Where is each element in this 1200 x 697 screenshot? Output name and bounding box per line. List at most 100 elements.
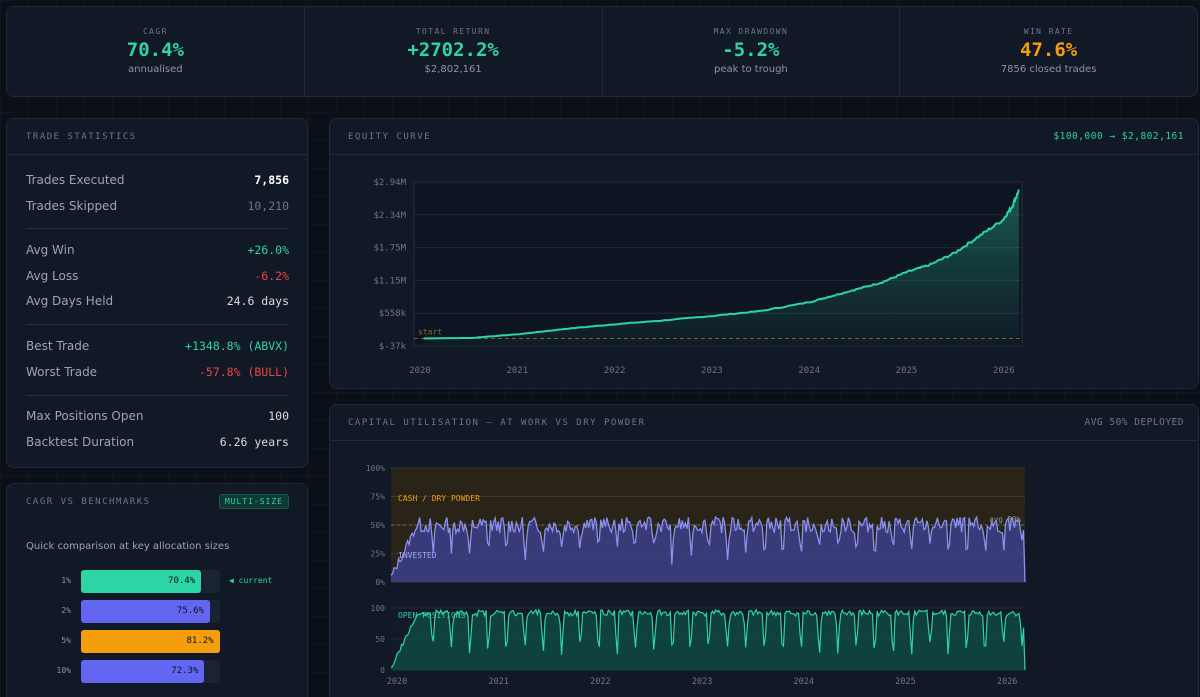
stat-trades-skipped: Trades Skipped 10,210 [26, 199, 289, 213]
kpi-label: CAGR [142, 27, 168, 36]
kpi-strip: CAGR 70.4% annualised TOTAL RETURN +2702… [6, 6, 1198, 97]
panel-title: CAGR VS BENCHMARKS [26, 497, 151, 507]
kpi-sub: peak to trough [713, 64, 788, 75]
kpi-total-return: TOTAL RETURN +2702.2% $2,802,161 [305, 7, 603, 96]
x-tick-label: 2025 [895, 677, 915, 687]
equity-line [423, 189, 1020, 340]
stat-value: 7,856 [254, 173, 289, 187]
y-tick-label: 50 [375, 635, 385, 644]
stat-value: -6.2% [254, 269, 289, 283]
benchmark-label: 10% [56, 666, 71, 675]
benchmark-value: 70.4% [168, 576, 196, 586]
benchmark-row: 5% 81.2% [45, 630, 285, 653]
x-tick-label: 2025 [896, 366, 918, 376]
benchmark-row: 2% 75.6% [45, 600, 285, 623]
invested-label: INVESTED [398, 551, 437, 560]
kpi-sub: $2,802,161 [424, 64, 482, 75]
benchmark-value: 81.2% [186, 636, 214, 646]
divider [26, 228, 289, 229]
stat-value: 10,210 [247, 199, 289, 213]
benchmark-label: 1% [61, 576, 71, 585]
invested-area [391, 517, 1025, 582]
benchmark-bar: 70.4% [81, 570, 202, 593]
stat-value: 100 [268, 409, 289, 423]
y-tick-label: $558k [379, 309, 407, 319]
y-tick-label: $1.75M [373, 244, 406, 254]
multi-size-badge[interactable]: MULTI-SIZE [218, 494, 289, 509]
trade-statistics-panel: TRADE STATISTICS Trades Executed 7,856 T… [6, 118, 308, 468]
x-tick-label: 2024 [798, 366, 820, 376]
stat-value: +26.0% [247, 243, 289, 257]
kpi-sub: 7856 closed trades [1000, 64, 1097, 75]
equity-range-label: $100,000 → $2,802,161 [1053, 131, 1184, 142]
panel-title: TRADE STATISTICS [26, 132, 137, 142]
divider [330, 440, 1198, 441]
cash-label: CASH / DRY POWDER [398, 494, 480, 503]
benchmark-track: 70.4% [81, 570, 220, 593]
kpi-win-rate: WIN RATE 47.6% 7856 closed trades [900, 7, 1197, 96]
stat-label: Backtest Duration [26, 435, 135, 449]
benchmark-label: 2% [61, 606, 71, 615]
y-tick-label: $2.34M [373, 211, 406, 221]
stat-backtest-duration: Backtest Duration 6.26 years [26, 435, 289, 449]
positions-area [391, 609, 1025, 670]
avg-deployed-label: AVG 50% DEPLOYED [1084, 417, 1184, 428]
kpi-label: TOTAL RETURN [415, 27, 491, 36]
panel-title: CAPITAL UTILISATION — AT WORK VS DRY POW… [348, 418, 646, 428]
avg-line-label: avg 50% [989, 515, 1021, 524]
y-tick-label: $1.15M [373, 276, 406, 286]
x-tick-label: 2026 [997, 677, 1017, 687]
kpi-cagr: CAGR 70.4% annualised [7, 7, 305, 96]
stat-avg-win: Avg Win +26.0% [26, 243, 289, 257]
x-tick-label: 2026 [993, 366, 1015, 376]
stat-best-trade: Best Trade +1348.8% (ABVX) [26, 339, 289, 353]
benchmark-track: 72.3% [81, 660, 220, 683]
benchmarks-panel: CAGR VS BENCHMARKS MULTI-SIZE Quick comp… [6, 483, 308, 697]
kpi-sub: annualised [128, 64, 183, 75]
x-tick-label: 2023 [701, 366, 723, 376]
stat-avg-loss: Avg Loss -6.2% [26, 269, 289, 283]
benchmark-description: Quick comparison at key allocation sizes [26, 541, 230, 552]
y-tick-label: 100 [371, 604, 386, 613]
stat-label: Worst Trade [26, 365, 98, 379]
capital-chart: 100% 75% 50% 25% 0% avg 50% CASH / DRY POWDER I… [366, 464, 1026, 687]
stat-value: -57.8% (BULL) [198, 365, 289, 379]
stat-label: Max Positions Open [26, 409, 144, 423]
x-tick-label: 2021 [488, 677, 508, 687]
divider [26, 324, 289, 325]
benchmark-row: 1% 70.4% ◀ current [45, 570, 285, 593]
equity-area [423, 189, 1020, 346]
stat-value: +1348.8% (ABVX) [185, 339, 289, 353]
invested-line [390, 515, 1026, 583]
positions-label: OPEN POSITIONS [398, 611, 466, 620]
stat-value: 24.6 days [226, 294, 289, 308]
start-label: start [418, 327, 442, 336]
kpi-value: -5.2% [722, 39, 780, 61]
divider [330, 154, 1198, 155]
stat-label: Avg Win [26, 243, 75, 257]
stat-label: Trades Skipped [26, 199, 118, 213]
kpi-value: 47.6% [1020, 39, 1078, 61]
stat-trades-executed: Trades Executed 7,856 [26, 173, 289, 187]
benchmark-bar: 75.6% [81, 600, 211, 623]
stat-label: Trades Executed [26, 173, 125, 187]
capital-utilisation-panel: CAPITAL UTILISATION — AT WORK VS DRY POW… [329, 404, 1199, 697]
x-tick-label: 2023 [692, 677, 712, 687]
x-tick-label: 2021 [506, 366, 528, 376]
y-tick-label: 0 [380, 666, 385, 675]
benchmark-row: 10% 72.3% [45, 660, 285, 683]
benchmark-bar: 72.3% [81, 660, 205, 683]
x-tick-label: 2022 [590, 677, 610, 687]
stat-label: Avg Days Held [26, 294, 114, 308]
stat-label: Best Trade [26, 339, 90, 353]
y-tick-label: 50% [371, 521, 386, 530]
x-tick-label: 2024 [794, 677, 814, 687]
kpi-value: 70.4% [126, 39, 184, 61]
divider [7, 154, 307, 155]
y-tick-label: $2.94M [373, 178, 406, 188]
x-tick-label: 2022 [604, 366, 626, 376]
stat-worst-trade: Worst Trade -57.8% (BULL) [26, 365, 289, 379]
benchmark-label: 5% [61, 636, 71, 645]
kpi-label: WIN RATE [1023, 27, 1074, 36]
benchmark-bar: 81.2% [81, 630, 220, 653]
